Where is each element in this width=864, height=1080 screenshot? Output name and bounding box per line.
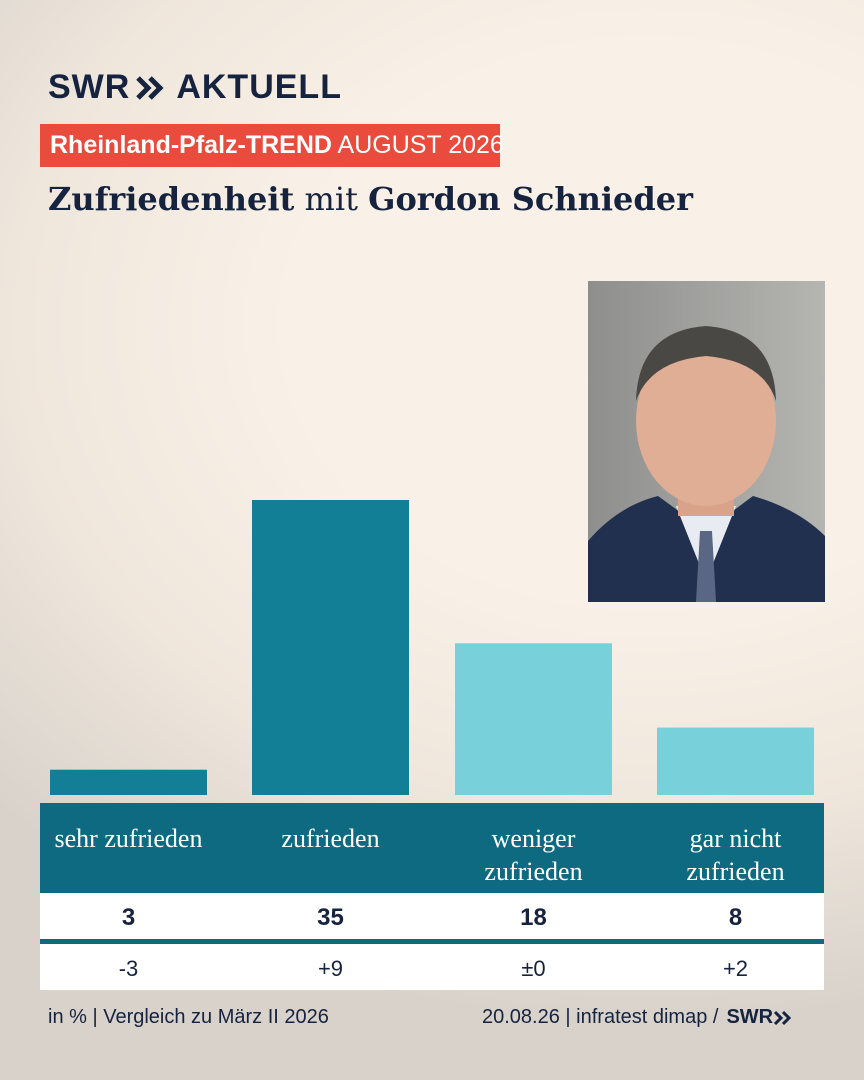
value-label: 35 [317, 904, 344, 931]
logo: SWR AKTUELL [48, 68, 342, 107]
bar [252, 500, 409, 795]
footer-logo: SWR [726, 1006, 774, 1028]
value-label: 8 [728, 904, 743, 931]
kicker: Rheinland-Pfalz-TREND AUGUST 2026 [40, 124, 504, 167]
footer-source-text: 20.08.26 | infratest dimap / [482, 1006, 719, 1028]
title: Zufriedenheit mit Gordon Schnieder [48, 180, 693, 218]
change-label: -3 [118, 956, 139, 981]
footer-logo-chevrons [774, 1010, 792, 1025]
change-label: ±0 [521, 956, 546, 981]
value-row [40, 893, 824, 940]
value-label: 18 [520, 904, 547, 931]
logo-text: AKTUELL [176, 68, 342, 106]
title-part: Gordon Schnieder [368, 180, 693, 218]
category-label: zufrieden [281, 824, 380, 853]
label-band [40, 803, 824, 893]
category-label: gar nicht zufrieden [686, 824, 785, 886]
value-label: 3 [121, 904, 136, 931]
bar [455, 643, 612, 795]
portrait-photo [588, 281, 825, 602]
footer-note: in % | Vergleich zu März II 2026 [48, 1006, 329, 1028]
logo-chevrons [136, 75, 164, 100]
category-label: sehr zufrieden [54, 824, 203, 853]
change-row [40, 944, 824, 990]
bar [50, 769, 207, 795]
row-separator [40, 939, 824, 944]
category-label: weniger zufrieden [484, 824, 583, 886]
kicker-bold: Rheinland-Pfalz-TREND [50, 131, 332, 159]
change-label: +9 [317, 956, 344, 981]
kicker-date: AUGUST 2026 [337, 131, 504, 159]
footer-source: 20.08.26 | infratest dimap / SWR [482, 1006, 795, 1029]
title-part: mit [304, 180, 358, 218]
title-part: Zufriedenheit [48, 180, 295, 218]
logo-text: SWR [48, 68, 131, 106]
change-label: +2 [722, 956, 749, 981]
bar [657, 727, 814, 795]
